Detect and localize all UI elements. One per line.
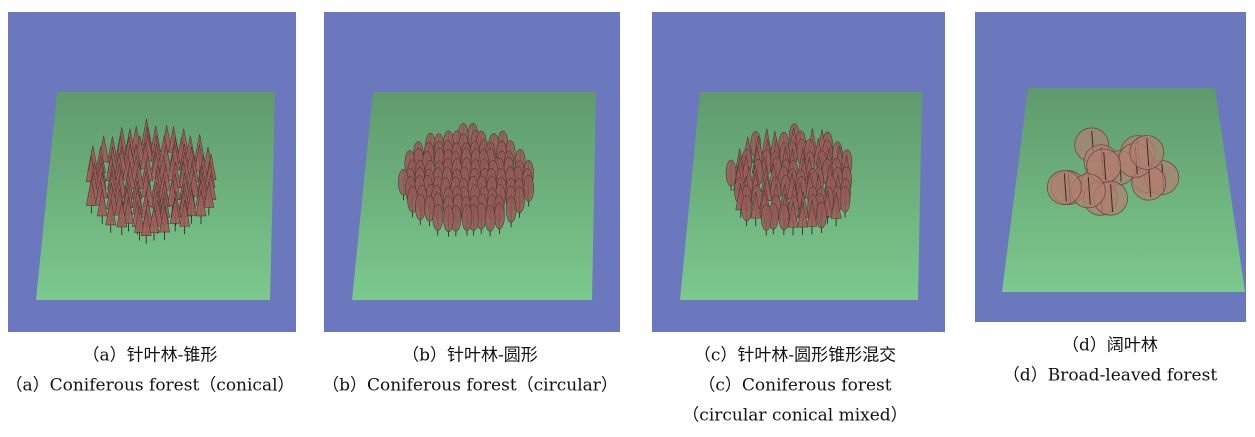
tree-crown [524, 175, 534, 201]
tree-crown [779, 204, 789, 230]
panel [8, 12, 296, 332]
tree-crown [761, 204, 771, 230]
tree-crown [840, 186, 850, 212]
panel [652, 12, 945, 332]
caption-zh: （b）针叶林-圆形 [402, 346, 538, 366]
caption-zh: （d）阔叶林 [1062, 336, 1158, 356]
tree-crown [494, 203, 504, 229]
caption-en: （c）Coniferous forest [698, 376, 891, 396]
tree-crown [485, 205, 495, 231]
tree-crown [415, 194, 425, 220]
tree-crown [816, 202, 826, 228]
tree-crown [462, 205, 472, 231]
caption-en: （b）Coniferous forest（circular） [322, 376, 618, 396]
tree-crown [506, 196, 516, 222]
caption-zh: （a）针叶林-锥形 [83, 346, 218, 366]
tree-crown [726, 160, 736, 186]
panel [324, 12, 620, 332]
figure: （a）针叶林-锥形 （a）Coniferous forest（conical） （b… [0, 0, 1255, 437]
panel [975, 12, 1246, 322]
caption-zh: （c）针叶林-圆形锥形混交 [694, 346, 896, 366]
tree-crown [742, 195, 752, 221]
caption-en: （d）Broad-leaved forest [1003, 366, 1218, 386]
tree-crown [444, 206, 454, 232]
tree-crown [433, 204, 443, 230]
caption-en: （a）Coniferous forest（conical） [5, 376, 294, 396]
caption-en: （circular conical mixed） [682, 406, 907, 426]
